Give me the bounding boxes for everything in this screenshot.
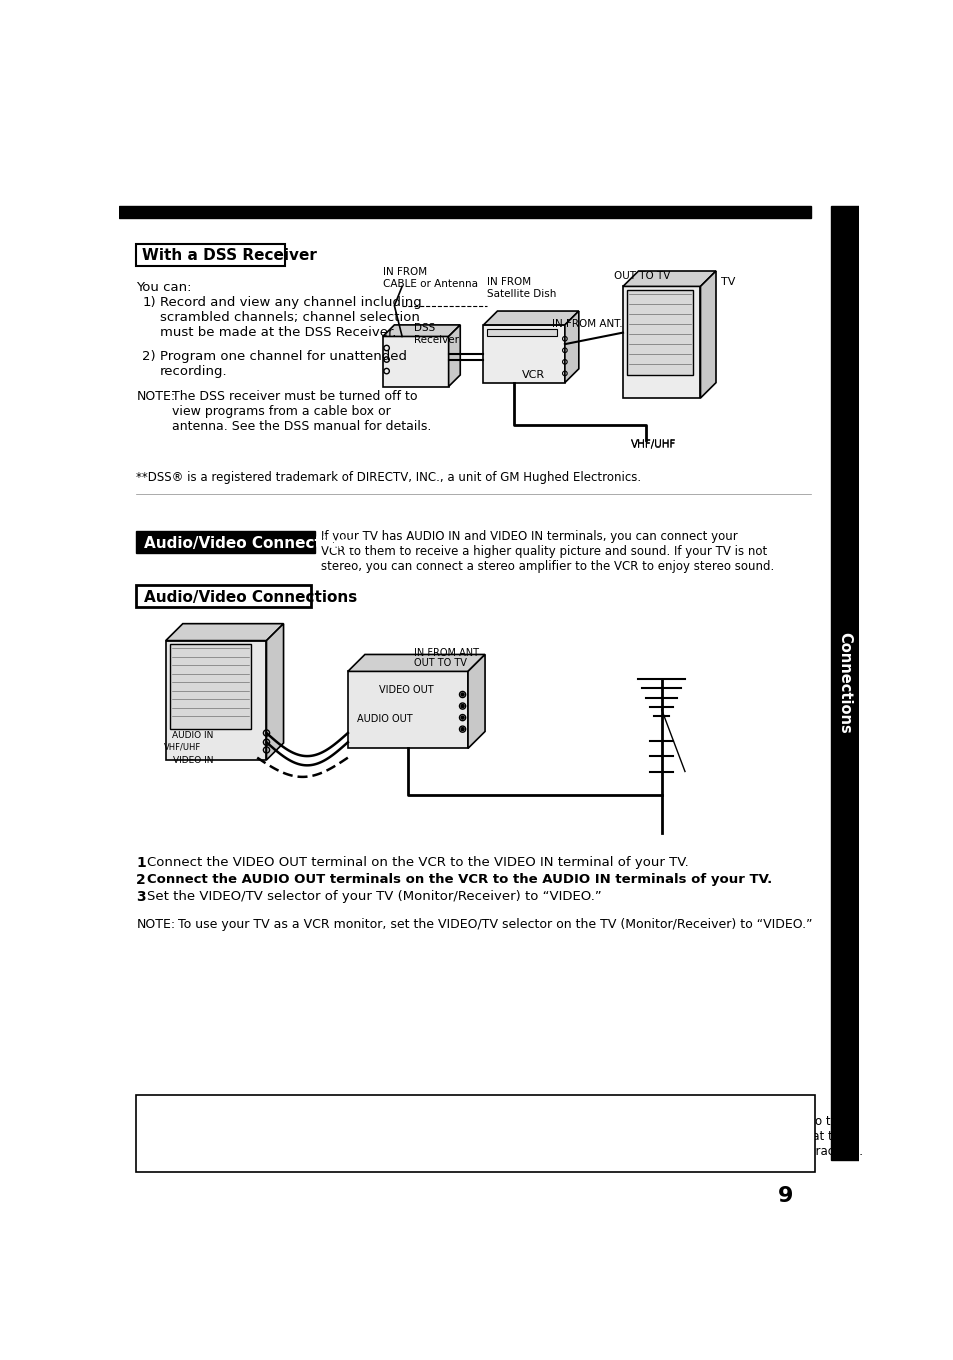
Text: Record and view any channel including
scrambled channels; channel selection
must: Record and view any channel including sc… — [159, 295, 421, 339]
Text: DSS
Receiver: DSS Receiver — [414, 324, 458, 345]
Text: 1): 1) — [142, 295, 156, 309]
Text: VIDEO OUT: VIDEO OUT — [378, 685, 433, 695]
Polygon shape — [348, 654, 484, 672]
Bar — [136, 532, 314, 552]
Text: Audio/Video Connections: Audio/Video Connections — [144, 590, 357, 605]
Text: To use your TV as a VCR monitor, set the VIDEO/TV selector on the TV (Monitor/Re: To use your TV as a VCR monitor, set the… — [178, 918, 812, 930]
Bar — [136, 585, 311, 607]
Bar — [622, 287, 700, 398]
Text: IN FROM
Satellite Dish: IN FROM Satellite Dish — [487, 277, 557, 299]
Text: NOTE:: NOTE: — [136, 390, 175, 404]
Circle shape — [460, 728, 464, 730]
Circle shape — [460, 717, 464, 719]
Text: 2: 2 — [136, 873, 146, 887]
Text: You can:: You can: — [136, 282, 192, 294]
Text: VIDEO IN: VIDEO IN — [173, 756, 213, 766]
Text: VHF/UHF: VHF/UHF — [630, 441, 676, 450]
Text: **DSS® is a registered trademark of DIRECTV, INC., a unit of GM Hughed Electroni: **DSS® is a registered trademark of DIRE… — [136, 471, 640, 484]
Text: OUT TO TV: OUT TO TV — [414, 657, 466, 668]
Bar — [830, 205, 858, 1160]
Polygon shape — [564, 311, 578, 382]
Text: Connections: Connections — [837, 632, 851, 734]
Circle shape — [460, 694, 464, 696]
Text: IN FROM ANT.: IN FROM ANT. — [551, 318, 621, 329]
Bar — [166, 641, 266, 760]
Bar — [483, 325, 564, 382]
Polygon shape — [622, 271, 716, 287]
Text: 3: 3 — [136, 889, 146, 904]
Bar — [170, 645, 251, 729]
Polygon shape — [166, 624, 283, 641]
Text: 1: 1 — [136, 857, 146, 870]
Text: AUDIO OUT: AUDIO OUT — [356, 714, 413, 724]
Polygon shape — [483, 311, 578, 325]
Text: Set the VIDEO/TV selector of your TV (Monitor/Receiver) to “VIDEO.”: Set the VIDEO/TV selector of your TV (Mo… — [147, 889, 601, 903]
Text: TV: TV — [720, 277, 734, 287]
Polygon shape — [700, 271, 716, 398]
Text: Connect the VIDEO OUT terminal on the VCR to the VIDEO IN terminal of your TV.: Connect the VIDEO OUT terminal on the VC… — [147, 857, 688, 869]
Text: IN FROM ANT: IN FROM ANT — [414, 649, 478, 658]
Bar — [382, 336, 448, 386]
Text: This reminder is provided to call the CABLE system installer’s attention to Arti: This reminder is provided to call the CA… — [142, 1115, 862, 1157]
Polygon shape — [266, 624, 283, 760]
Text: Connect the AUDIO OUT terminals on the VCR to the AUDIO IN terminals of your TV.: Connect the AUDIO OUT terminals on the V… — [147, 873, 772, 887]
Text: VCR: VCR — [521, 370, 545, 379]
Text: VHF/UHF: VHF/UHF — [164, 743, 201, 751]
Text: AUDIO IN: AUDIO IN — [172, 732, 213, 740]
Polygon shape — [448, 325, 459, 386]
Bar — [348, 672, 468, 748]
Polygon shape — [468, 654, 484, 748]
Text: Note to CABLE system installer:: Note to CABLE system installer: — [142, 1102, 340, 1114]
Text: IN FROM
CABLE or Antenna: IN FROM CABLE or Antenna — [382, 267, 477, 288]
Text: Audio/Video Connections: Audio/Video Connections — [144, 536, 357, 551]
Text: 9: 9 — [778, 1186, 793, 1206]
Text: VHF/UHF: VHF/UHF — [630, 439, 676, 449]
Text: The DSS receiver must be turned off to
view programs from a cable box or
antenna: The DSS receiver must be turned off to v… — [172, 390, 431, 434]
Polygon shape — [382, 325, 459, 336]
Bar — [136, 1095, 815, 1172]
Text: Program one channel for unattended
recording.: Program one channel for unattended recor… — [159, 350, 406, 378]
Text: With a DSS Receiver: With a DSS Receiver — [142, 248, 317, 262]
Text: OUT TO TV: OUT TO TV — [613, 271, 669, 282]
Bar — [136, 243, 285, 265]
Bar — [626, 290, 692, 375]
Text: NOTE:: NOTE: — [136, 918, 175, 930]
Text: If your TV has AUDIO IN and VIDEO IN terminals, you can connect your
VCR to them: If your TV has AUDIO IN and VIDEO IN ter… — [320, 530, 773, 573]
Circle shape — [460, 704, 464, 707]
Text: 2): 2) — [142, 350, 156, 363]
Bar — [487, 329, 557, 336]
Bar — [119, 205, 810, 218]
